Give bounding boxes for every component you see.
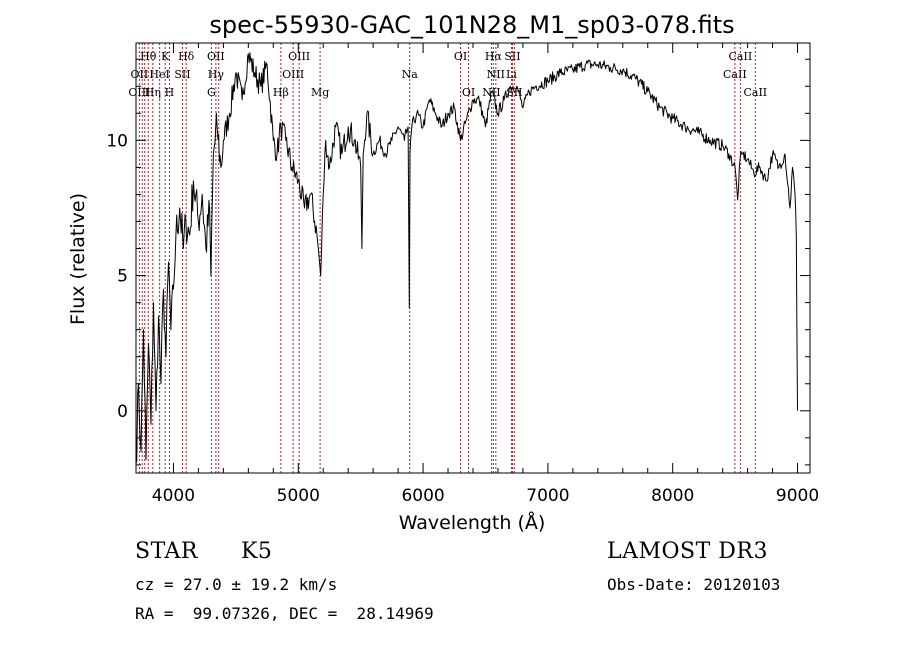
survey-name: LAMOST DR3 [607, 539, 768, 564]
spectral-line-label: Li [506, 68, 517, 81]
spectral-line-label: OIII [282, 68, 304, 81]
x-tick-label: 6000 [401, 486, 444, 506]
spectral-line-label: OIII [288, 50, 310, 63]
spectral-line-label: NII [482, 86, 500, 99]
spectral-line-label: Hγ [208, 68, 225, 81]
spectral-line-label: G [207, 86, 216, 99]
spectral-line-label: OII [131, 68, 149, 81]
spectral-line-label: SII [504, 50, 520, 63]
x-tick-label: 4000 [152, 486, 195, 506]
y-tick-label: 0 [117, 402, 128, 422]
spectral-line-label: Hα [485, 50, 503, 63]
spectral-line-label: Na [402, 68, 419, 81]
spectral-line-label: CaII [723, 68, 747, 81]
spectral-line-label: HeI [149, 68, 169, 81]
ra-dec-coordinates: RA = 99.07326, DEC = 28.14969 [135, 604, 434, 623]
spectrum-line [135, 52, 798, 465]
y-tick-label: 10 [106, 131, 128, 151]
chart-title: spec-55930-GAC_101N28_M1_sp03-078.fits [209, 11, 734, 39]
spectral-line-label: K [161, 50, 170, 63]
spectral-line-label: Hδ [178, 50, 195, 63]
x-tick-label: 7000 [526, 486, 569, 506]
spectral-line-label: OIII [128, 86, 150, 99]
spectral-line-label: CaII [729, 50, 753, 63]
y-tick-label: 5 [117, 267, 128, 287]
spectral-line-label: OI [462, 86, 475, 99]
object-subclass: K5 [241, 539, 273, 564]
x-ticks: 4000 5000 6000 7000 8000 9000 [152, 43, 819, 506]
spectral-line-label: OI [454, 50, 467, 63]
object-class: STAR [135, 539, 198, 564]
spectral-line-label: Hη [145, 86, 161, 99]
redshift-velocity: cz = 27.0 ± 19.2 km/s [135, 575, 338, 594]
spectral-line-label: CaII [743, 86, 767, 99]
y-ticks: 0 5 10 [106, 58, 810, 466]
spectral-line-label: Hβ [273, 86, 289, 99]
observation-date: Obs-Date: 20120103 [607, 575, 781, 594]
spectral-line-label: H [165, 86, 175, 99]
plot-frame [135, 42, 811, 474]
x-tick-label: 8000 [651, 486, 694, 506]
x-axis-label: Wavelength (Å) [399, 511, 546, 534]
spectral-line-label: NII [487, 68, 505, 81]
spectral-line-label: Hθ [140, 50, 157, 63]
spectral-line-label: SII [174, 68, 190, 81]
spectral-line-label: Mg [311, 86, 329, 99]
x-tick-label: 5000 [277, 486, 320, 506]
spectral-line-label: OII [207, 50, 225, 63]
x-tick-label: 9000 [776, 486, 819, 506]
y-axis-label: Flux (relative) [67, 193, 89, 325]
spectral-line-label: SII [506, 86, 522, 99]
